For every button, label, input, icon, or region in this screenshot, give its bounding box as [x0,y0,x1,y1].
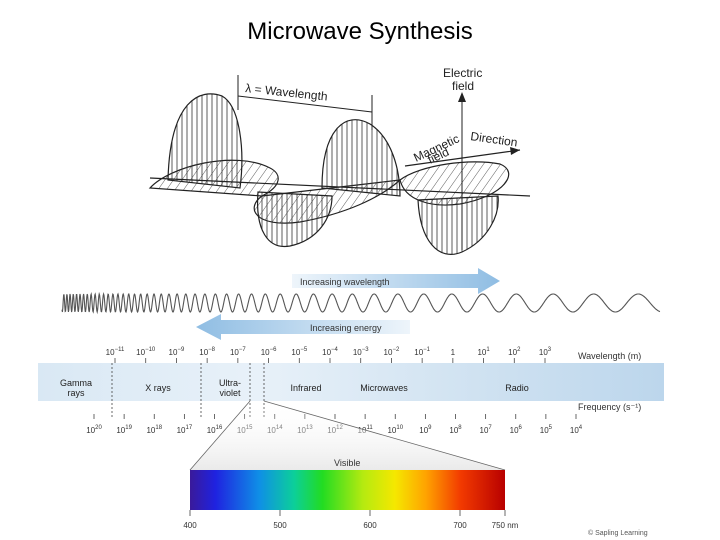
direction-label: Direction [470,129,519,149]
frequency-tick-label: 105 [540,425,553,435]
region-xrays: X rays [145,383,171,393]
increasing-wavelength-label: Increasing wavelength [300,277,390,287]
wavelength-tick-label: 10−3 [353,347,369,357]
wavelength-tick-label: 102 [508,347,521,357]
wavelength-bracket-line [237,95,373,113]
wavelength-tick-label: 10−7 [230,347,246,357]
chirp-wave [61,291,661,315]
wavelength-label: λ = Wavelength [245,81,329,104]
visible-ticks: 400 500 600 700 750 nm [183,510,519,530]
wavelength-tick-label: 10−8 [199,347,215,357]
spectrum: Wavelength (m) Frequency (s⁻¹) 10−11 10−1… [38,347,664,435]
region-infrared: Infrared [290,383,321,393]
wavelength-tick-label: 10−6 [261,347,277,357]
visible-tick-label: 600 [363,521,377,530]
frequency-tick-label: 1010 [387,425,403,435]
region-uv-2: violet [219,388,241,398]
wavelength-tick-label: 101 [477,347,490,357]
visible-spectrum [190,470,505,510]
visible-fan: Visible [189,400,506,471]
frequency-tick-label: 1018 [146,425,162,435]
wavelength-tick-label: 10−11 [106,347,125,357]
frequency-tick-label: 107 [480,425,493,435]
wavelength-tick-label: 10−5 [291,347,307,357]
wavelength-tick-label: 103 [539,347,552,357]
visible-tick-label: 700 [453,521,467,530]
credit: © Sapling Learning [588,529,648,537]
region-gamma: Gamma [60,378,92,388]
wavelength-tick-label: 10−2 [384,347,400,357]
electric-field-lobe-1 [167,93,243,189]
electric-field-lobe-4 [417,195,499,255]
visible-tick-label: 750 nm [492,521,519,530]
region-gamma-2: rays [67,388,85,398]
frequency-tick-label: 1020 [86,425,102,435]
frequency-tick-label: 1016 [207,425,223,435]
wavelength-tick-label: 1 [451,348,456,357]
direction-arrowhead [510,147,520,155]
frequency-tick-label: 1019 [116,425,132,435]
visible-label: Visible [334,458,360,468]
visible-tick-label: 400 [183,521,197,530]
wavelength-axis-label: Wavelength (m) [578,351,641,361]
frequency-tick-label: 108 [449,425,462,435]
wavelength-tick-label: 10−9 [169,347,185,357]
wavelength-tick-label: 10−1 [414,347,430,357]
electric-field-lobe-2 [256,191,333,248]
electric-field-label: Electric [443,66,482,80]
frequency-tick-label: 1017 [177,425,193,435]
electric-field-label-2: field [452,79,474,93]
spectrum-band [38,363,664,401]
propagation-axis [149,177,531,197]
increasing-energy-label: Increasing energy [310,323,382,333]
visible-tick-label: 500 [273,521,287,530]
increasing-wavelength-arrow: Increasing wavelength [292,268,500,294]
electric-field-lobe-3 [321,119,401,197]
frequency-tick-label: 104 [570,425,583,435]
increasing-energy-arrow: Increasing energy [196,314,410,340]
region-microwaves: Microwaves [360,383,408,393]
frequency-axis-label: Frequency (s⁻¹) [578,402,641,412]
wavelength-tick-label: 10−10 [136,347,156,357]
wavelength-ticks: 10−11 10−10 10−9 10−8 10−7 10−6 10−5 10−4 10−3 10… [106,347,552,363]
frequency-tick-label: 106 [510,425,523,435]
page-title: Microwave Synthesis [247,18,473,45]
electric-axis-arrowhead [458,92,466,102]
frequency-tick-label: 109 [419,425,432,435]
region-radio: Radio [505,383,529,393]
wave-diagram: λ = Wavelength Electric field Magnetic f… [148,66,531,255]
wavelength-tick-label: 10−4 [322,347,338,357]
region-uv: Ultra- [219,378,241,388]
